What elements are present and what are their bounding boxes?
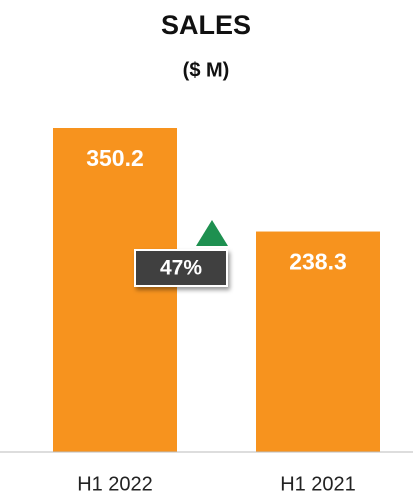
x-tick-label: H1 2022 (77, 473, 153, 495)
x-tick-label: H1 2021 (280, 473, 356, 495)
annotation-text: 47% (160, 257, 202, 280)
bar (53, 128, 177, 452)
data-label: 238.3 (289, 249, 347, 275)
chart-subtitle: ($ M) (183, 59, 230, 81)
annotation-box (134, 249, 228, 287)
chart-title: SALES (161, 10, 251, 40)
bar (256, 231, 380, 452)
data-label: 350.2 (86, 145, 144, 171)
up-arrow-icon (196, 220, 228, 246)
plot-area: 350.2 238.3 (53, 128, 380, 452)
annotation-group: 47% (134, 220, 228, 287)
